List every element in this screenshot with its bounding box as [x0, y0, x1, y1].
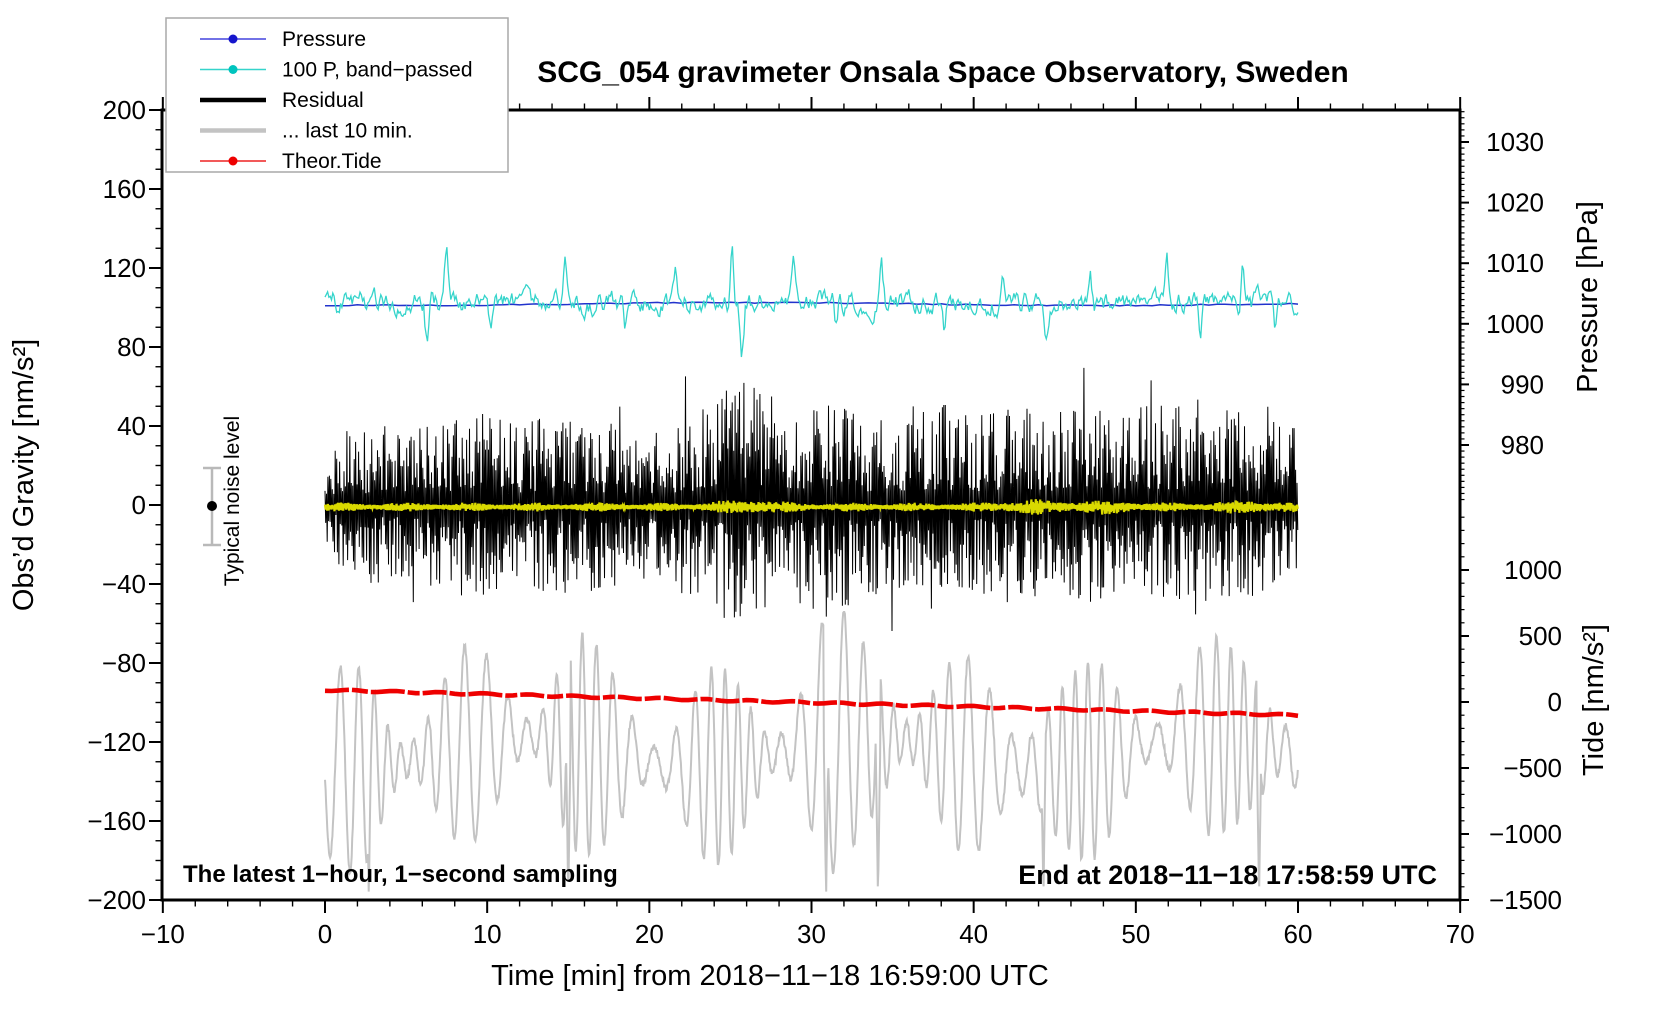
y-left-tick-label: −120	[87, 727, 146, 757]
noise-level-marker: Typical noise level	[203, 416, 244, 586]
y-left-tick-label: 0	[132, 490, 146, 520]
y-left-tick-label: 200	[103, 95, 146, 125]
legend-label-residual: Residual	[282, 89, 364, 112]
x-axis-tick-label: −10	[141, 919, 185, 949]
series-last10-path	[324, 611, 1299, 892]
sampling-note: The latest 1−hour, 1−second sampling	[183, 861, 618, 888]
noise-errorbar-dot	[207, 501, 217, 511]
tide-tick-label: −1500	[1489, 885, 1562, 915]
legend-dot-bandpassed	[228, 65, 238, 74]
noise-level-label: Typical noise level	[221, 416, 244, 586]
y-left-tick-label: −160	[87, 806, 146, 836]
y-left-tick-label: 40	[117, 411, 146, 441]
y-left-tick-label: −200	[87, 885, 146, 915]
tide-tick-label: −1000	[1489, 819, 1562, 849]
y-left-tick-label: 160	[103, 174, 146, 204]
series-theortide-path	[324, 687, 1299, 719]
x-axis-tick-label: 10	[473, 919, 502, 949]
y-left-tick-label: −40	[102, 569, 146, 599]
pressure-tick-label: 980	[1501, 430, 1544, 460]
legend-label-theortide: Theor.Tide	[282, 150, 382, 173]
tide-tick-label: −500	[1503, 753, 1562, 783]
pressure-tick-label: 1000	[1486, 309, 1544, 339]
data-series-layer	[323, 246, 1299, 892]
x-axis-tick-label: 20	[635, 919, 664, 949]
y-left-tick-label: 80	[117, 332, 146, 362]
x-axis-tick-label: 0	[318, 919, 332, 949]
x-axis-tick-label: 30	[797, 919, 826, 949]
y-left-axis-label: Obs’d Gravity [nm/s²]	[8, 339, 40, 611]
tide-tick-label: 0	[1548, 687, 1562, 717]
x-axis-tick-label: 70	[1446, 919, 1475, 949]
legend-label-last10: ... last 10 min.	[282, 120, 413, 143]
tide-tick-label: 1000	[1504, 555, 1562, 585]
tide-axis-label: Tide [nm/s²]	[1578, 624, 1610, 776]
legend-dot-theortide	[228, 156, 238, 166]
y-left-tick-label: −80	[102, 648, 146, 678]
chart-title: SCG_054 gravimeter Onsala Space Observat…	[537, 56, 1349, 89]
end-time-note: End at 2018−11−18 17:58:59 UTC	[1018, 860, 1437, 890]
pressure-tick-label: 1030	[1486, 127, 1544, 157]
pressure-axis-label: Pressure [hPa]	[1572, 201, 1604, 393]
pressure-tick-label: 1010	[1486, 248, 1544, 278]
series-bandpassed-path	[324, 246, 1299, 358]
legend: Pressure 100 P, band−passed Residual ...…	[165, 17, 509, 173]
x-axis-label: Time [min] from 2018−11−18 16:59:00 UTC	[491, 960, 1049, 992]
series-residual-path	[324, 367, 1299, 632]
legend-dot-pressure	[228, 34, 238, 44]
pressure-tick-label: 990	[1501, 369, 1544, 399]
series-residual-smoothed-path	[323, 499, 1299, 515]
x-axis-tick-label: 60	[1284, 919, 1313, 949]
x-axis-tick-label: 50	[1121, 919, 1150, 949]
legend-box	[165, 17, 509, 173]
axis-tick-labels-layer: −10 0 10 20 30 40 50 60 70−200−160−120−80−400408…	[87, 95, 1562, 949]
legend-label-pressure: Pressure	[282, 28, 366, 51]
tide-tick-label: 500	[1519, 621, 1562, 651]
pressure-tick-label: 1020	[1486, 188, 1544, 218]
legend-label-bandpassed: 100 P, band−passed	[282, 59, 473, 82]
x-axis-tick-label: 40	[959, 919, 988, 949]
y-left-tick-label: 120	[103, 253, 146, 283]
plot-frame	[160, 108, 1462, 902]
